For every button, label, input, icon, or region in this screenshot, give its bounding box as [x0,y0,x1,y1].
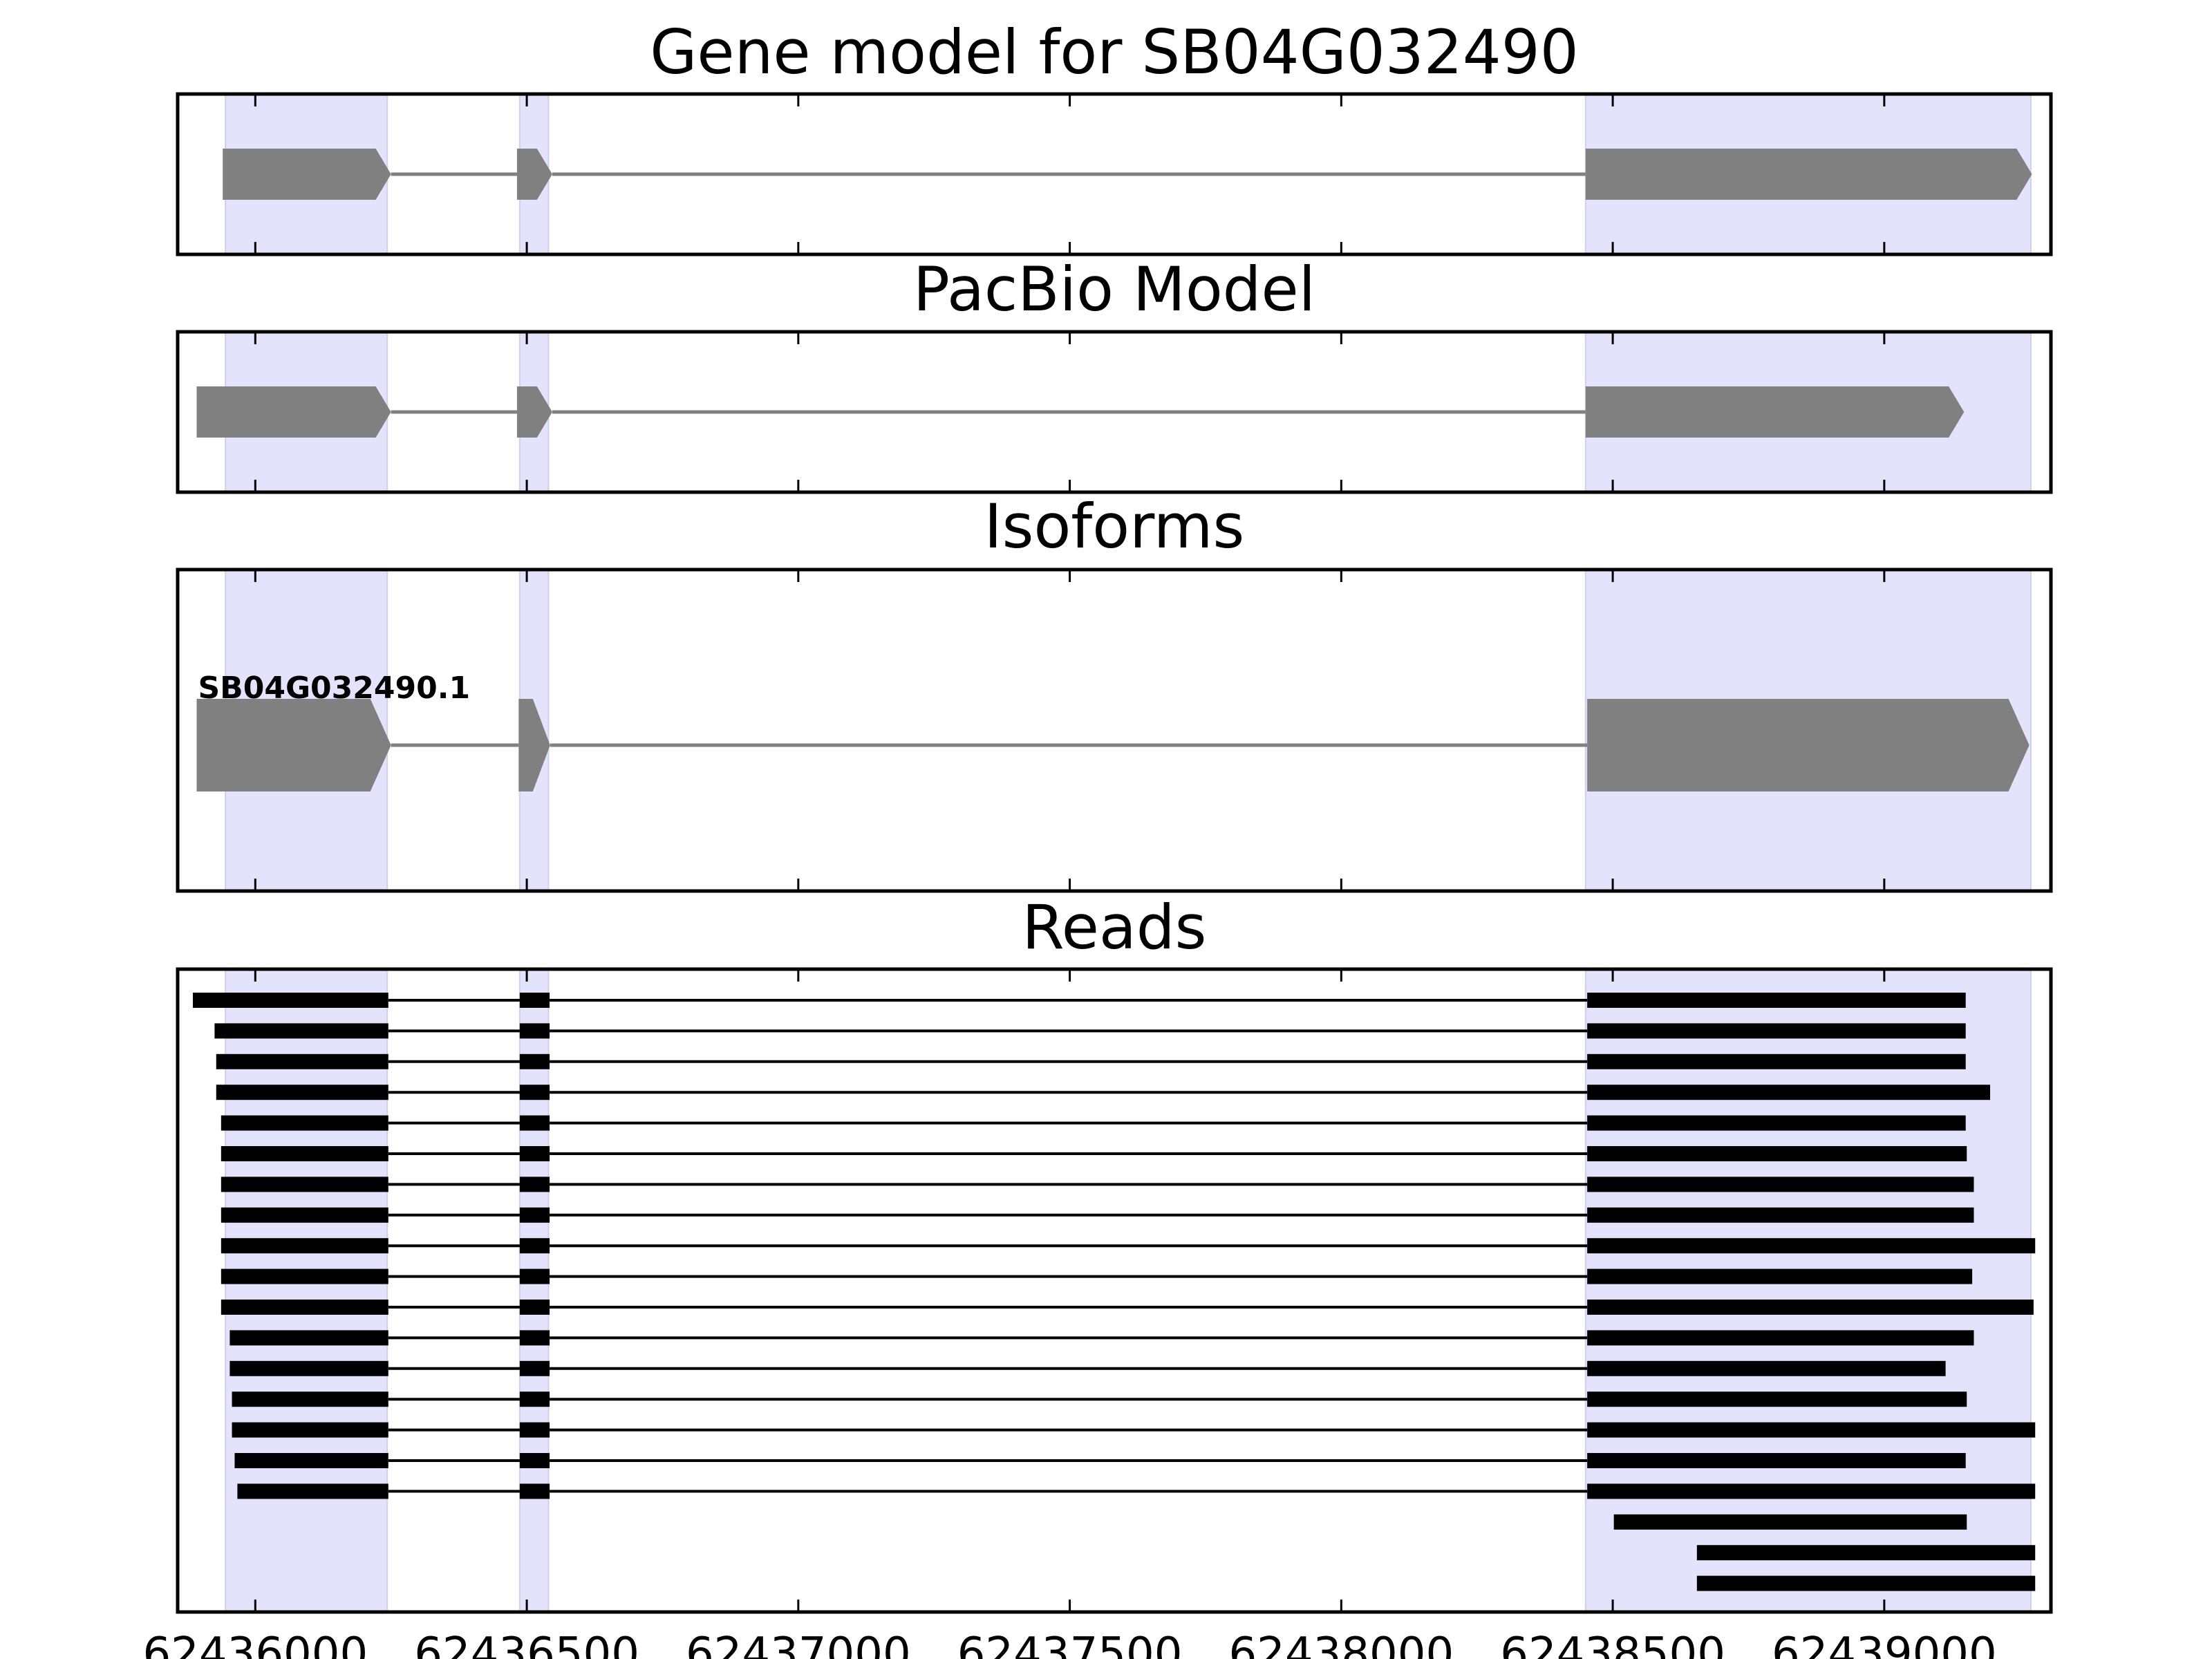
read-block [221,1207,388,1223]
highlight-band-0 [225,968,388,1613]
read-block [519,1453,550,1468]
read-block [237,1483,388,1499]
isoforms-panel: Isoforms SB04G032490.1 [176,491,2053,893]
read-block [519,993,550,1008]
read-block [216,1085,388,1100]
read-block [1613,1514,1967,1530]
read-block [1696,1545,2036,1561]
x-tick-label: 62436000 [142,1629,368,1659]
read-block [1587,1453,1966,1468]
read-block [221,1146,388,1161]
x-tick-label: 62437000 [686,1629,911,1659]
read-block [221,1268,388,1284]
read-block [221,1300,388,1315]
gene-model-frame [176,92,2053,256]
x-tick-label: 62439000 [1772,1629,1997,1659]
read-block [1587,1023,1966,1039]
exon-1 [518,699,550,791]
read-block [519,1391,550,1407]
exon-1 [516,149,552,200]
read-block [221,1238,388,1254]
exon-0 [196,699,391,791]
read-block [519,1085,550,1100]
highlight-band-1 [518,968,550,1613]
read-block [229,1330,388,1346]
read-block [519,1422,550,1438]
read-block [519,1207,550,1223]
pacbio-model-frame [176,330,2053,494]
read-block [519,1023,550,1039]
x-tick-label: 62437500 [957,1629,1183,1659]
isoforms-frame [176,568,2053,893]
read-block [519,1053,550,1069]
read-block [519,1330,550,1346]
read-block [519,1300,550,1315]
read-block [221,1177,388,1192]
read-block [1587,1300,2034,1315]
x-tick-label: 62438000 [1228,1629,1454,1659]
read-block [232,1422,388,1438]
read-block [214,1023,388,1039]
read-block [1587,1483,2036,1499]
read-block [519,1177,550,1192]
read-block [1587,1238,2036,1254]
gene-model-title: Gene model for SB04G032490 [650,17,1579,88]
read-block [1587,1146,1967,1161]
reads-title: Reads [1022,892,1207,963]
exon-2 [1587,699,2030,791]
read-block [519,1115,550,1131]
read-block [192,993,388,1008]
read-block [234,1453,388,1468]
gene-model-panel: Gene model for SB04G032490 [176,17,2053,256]
read-block [1587,1360,1946,1376]
reads-panel: Reads 62436000 62436500 62437000 62437500 62… [142,892,2053,1659]
exon-2 [1585,149,2032,200]
read-block [1587,1422,2036,1438]
read-block [519,1360,550,1376]
read-block [221,1115,388,1131]
read-block [1587,1115,1966,1131]
reads-frame [176,967,2053,1614]
read-block [1587,1085,1991,1100]
read-block [1587,993,1966,1008]
x-tick-label: 62438500 [1500,1629,1725,1659]
read-block [216,1053,388,1069]
read-block [519,1238,550,1254]
pacbio-model-title: PacBio Model [913,254,1315,325]
read-block [1587,1207,1974,1223]
isoforms-title: Isoforms [984,491,1245,562]
exon-0 [196,386,391,438]
isoform-label: SB04G032490.1 [198,671,470,706]
exon-0 [223,149,391,200]
read-block [1587,1391,1967,1407]
exon-2 [1585,386,1965,438]
read-block [519,1146,550,1161]
read-block [1696,1575,2036,1591]
exon-1 [516,386,552,438]
pacbio-model-panel: PacBio Model [176,254,2053,494]
read-block [232,1391,388,1407]
read-block [1587,1330,1974,1346]
read-block [519,1483,550,1499]
read-block [1587,1268,1973,1284]
x-tick-label: 62436500 [414,1629,639,1659]
read-block [1587,1053,1966,1069]
read-block [229,1360,388,1376]
highlight-band-2 [1584,968,2032,1613]
read-block [519,1268,550,1284]
read-block [1587,1177,1974,1192]
